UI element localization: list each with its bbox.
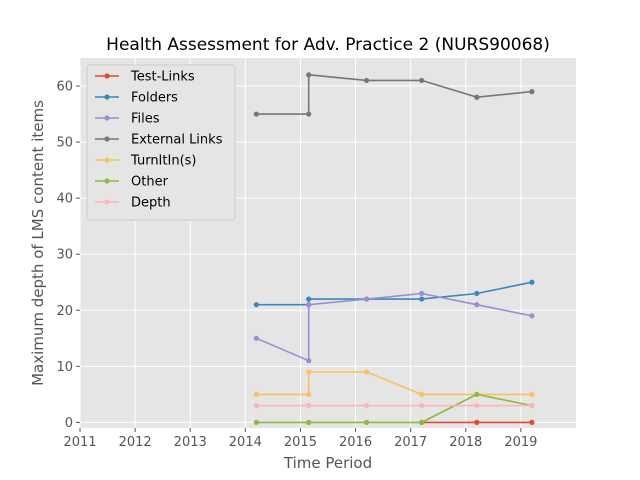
data-point — [474, 290, 480, 297]
legend-marker — [104, 73, 110, 79]
series-line — [256, 393, 533, 424]
x-tick-label: 2019 — [504, 435, 537, 450]
legend-marker — [104, 157, 110, 163]
legend: Test-Links Folders Files External Links Turn… — [86, 64, 236, 221]
x-tick-label: 2011 — [63, 435, 96, 450]
data-point — [306, 419, 312, 425]
data-point — [474, 302, 480, 308]
data-point — [474, 391, 480, 397]
data-point — [363, 419, 370, 425]
data-point — [306, 391, 312, 397]
legend-marker — [104, 178, 110, 184]
legend-marker — [104, 136, 110, 142]
data-point — [306, 358, 312, 364]
data-point — [529, 89, 535, 95]
legend-label: External Links — [131, 133, 223, 148]
data-point — [419, 290, 425, 297]
series-external-links — [253, 72, 535, 117]
data-point — [419, 77, 425, 84]
chart-title: Health Assessment for Adv. Practice 2 (N… — [106, 35, 550, 55]
data-point — [253, 402, 259, 409]
series-files — [253, 290, 535, 364]
data-point — [419, 402, 425, 409]
legend-label: Folders — [131, 91, 178, 106]
grid-lines — [79, 58, 576, 428]
data-point — [529, 279, 535, 285]
y-tick-label: 50 — [56, 136, 73, 151]
series-lines — [253, 72, 535, 425]
x-tick-label: 2017 — [394, 435, 427, 450]
legend-label: TurnItIn(s) — [130, 154, 196, 169]
data-point — [363, 296, 370, 302]
legend-marker — [104, 94, 110, 100]
data-point — [253, 419, 259, 425]
data-point — [306, 302, 312, 308]
data-point — [474, 402, 480, 409]
legend-box — [86, 64, 236, 221]
y-tick-label: 10 — [56, 360, 73, 375]
data-point — [529, 402, 535, 409]
x-tick-label: 2016 — [339, 435, 372, 450]
data-point — [306, 296, 312, 302]
data-point — [363, 402, 370, 409]
x-tick-label: 2013 — [174, 435, 207, 450]
data-point — [253, 302, 259, 308]
x-tick-label: 2014 — [229, 435, 262, 450]
data-point — [306, 369, 312, 375]
y-tick-label: 60 — [56, 80, 73, 95]
data-point — [474, 94, 480, 100]
data-point — [529, 313, 535, 319]
data-point — [306, 111, 312, 117]
x-tick-label: 2012 — [119, 435, 152, 450]
data-point — [529, 419, 535, 425]
x-tick-label: 2015 — [284, 435, 317, 450]
axis-ticks: 2011 2012 2013 2014 2015 2016 2017 2018 2019 0 10 2… — [56, 80, 537, 450]
data-point — [253, 111, 259, 117]
x-tick-label: 2018 — [449, 435, 482, 450]
y-tick-label: 30 — [56, 248, 73, 263]
data-point — [419, 391, 425, 397]
y-tick-label: 0 — [65, 416, 73, 431]
data-point — [363, 369, 370, 375]
legend-label: Files — [131, 112, 160, 127]
data-point — [529, 391, 535, 397]
series-depth — [253, 402, 535, 409]
data-point — [306, 402, 312, 409]
legend-label: Test-Links — [130, 70, 195, 85]
data-point — [363, 77, 370, 84]
data-point — [253, 391, 259, 397]
x-axis-label: Time Period — [283, 454, 372, 472]
legend-label: Other — [131, 175, 169, 190]
legend-label: Depth — [131, 196, 171, 211]
y-axis-label: Maximum depth of LMS content items — [29, 100, 47, 386]
y-tick-label: 40 — [56, 192, 73, 207]
legend-marker — [104, 115, 110, 121]
data-point — [306, 72, 312, 78]
data-point — [419, 296, 425, 302]
legend-marker — [104, 199, 110, 205]
y-tick-label: 20 — [56, 304, 73, 319]
data-point — [474, 419, 480, 425]
data-point — [419, 419, 425, 425]
data-point — [253, 335, 259, 341]
